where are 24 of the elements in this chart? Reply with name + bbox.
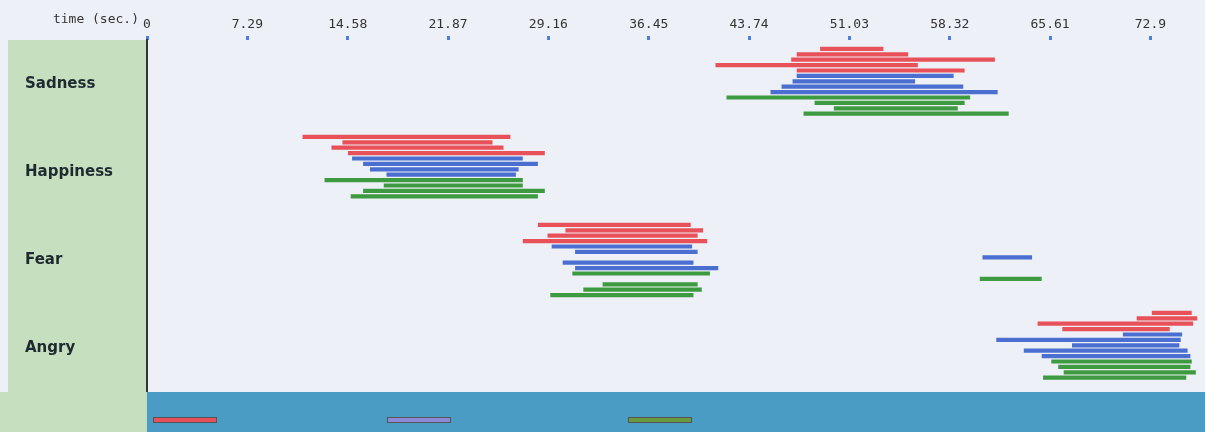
x-tick-label: 7.29 [231,15,263,31]
y-tick-label: Fear [25,249,63,268]
x-tick-label: 29.16 [528,15,568,31]
bar [803,111,1009,116]
x-tick-label: 72.9 [1134,15,1167,31]
x-tick-label: 43.74 [729,15,769,31]
bar [386,172,516,177]
bar [602,282,698,287]
bar [1043,375,1187,380]
x-axis-title: time (sec.) [52,11,139,27]
x-tick-label: 36.45 [629,15,669,31]
x-tick-label: 0 [143,15,151,31]
x-tick-label: 14.58 [328,15,368,31]
y-tick-label: Sadness [25,73,96,92]
bar [572,271,710,276]
x-tick-label: 21.87 [428,15,468,31]
x-tick-label: 65.61 [1030,15,1070,31]
y-tick-label: Angry [25,337,76,356]
x-tick-label: 58.32 [930,15,970,31]
bar [522,238,708,244]
bar [982,255,1033,260]
y-tick-label: Happiness [25,161,114,180]
x-tick-label: 51.03 [829,15,869,31]
bar [979,276,1042,282]
